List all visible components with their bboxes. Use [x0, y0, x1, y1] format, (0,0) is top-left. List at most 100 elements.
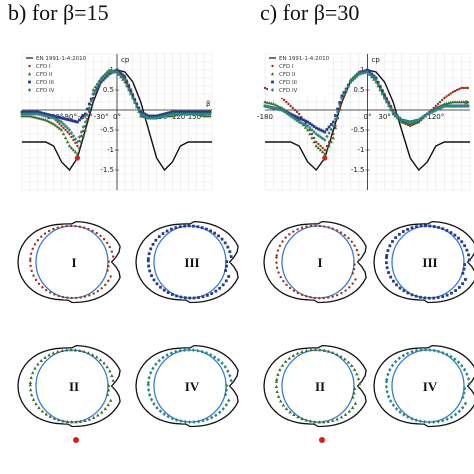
chartc-series-cfd2-point — [453, 100, 457, 104]
chartb-series-cfd3-point — [68, 118, 71, 122]
chartb-series-cfd2-point — [48, 120, 52, 124]
polar-5-cfd-point — [309, 224, 313, 228]
chartc-series-cfd4-point — [449, 104, 453, 108]
chartb-series-cfd3-point — [72, 119, 75, 123]
chartb-series-cfd3-point — [119, 72, 123, 76]
chartb-series-cfd4-point — [117, 72, 121, 76]
chartb-series-cfd4-point — [67, 128, 72, 132]
chartb-series-cfd4-point — [95, 85, 99, 89]
polar-2-cfd-point — [170, 293, 174, 296]
polar-7-en-outline — [263, 344, 367, 428]
chartb-y-tick-label: -1.5 — [100, 166, 114, 174]
polar-6-cfd-point — [397, 232, 401, 236]
polar-8-label: IV — [423, 379, 438, 394]
polar-8-cfd-point — [410, 416, 414, 421]
chartc-series-cfd2-point — [331, 136, 336, 140]
chartb-series-cfd3-point — [125, 81, 129, 84]
polar-6-cfd-point — [445, 229, 449, 232]
chartc-series-cfd3-point — [306, 120, 310, 124]
polar-5-cfd-point — [327, 226, 330, 229]
chartc-series-cfd4-point — [335, 110, 340, 114]
chartc-series-cfd1-point — [332, 132, 335, 136]
polar-4-cfd-point — [170, 416, 175, 421]
polar-3-cfd-point — [31, 371, 35, 375]
chartb-series-cfd4-point — [204, 112, 208, 116]
chartc-series-cfd1-point — [334, 124, 337, 128]
chartb-series-cfd2-point — [30, 114, 34, 118]
chartc-series-cfd2-point — [335, 116, 340, 120]
chartb-series-cfd1-point — [74, 141, 77, 145]
polar-2-cfd-point — [229, 255, 233, 258]
chartb-series-cfd4-point — [99, 78, 103, 82]
polar-1-cfd-point — [92, 292, 95, 295]
chartc-series-cfd2-point — [263, 100, 267, 104]
chartb-series-cfd4-point — [87, 106, 91, 110]
polar-6-cfd-point — [428, 224, 432, 228]
chartc-series-cfd3-point — [291, 113, 295, 117]
polar-2-cfd-point — [149, 247, 153, 251]
polar-5-cfd-point — [279, 275, 282, 279]
chartb-series-cfd3-point — [171, 110, 174, 114]
chartc-series-cfd1-point — [438, 100, 442, 104]
polar-5-cfd-point — [340, 291, 343, 295]
polar-2-cfd-point — [224, 279, 228, 283]
polar-4-cfd-point — [152, 402, 156, 406]
chartc-series-cfd4-point — [451, 104, 455, 108]
polar-7-cfd-point — [350, 405, 355, 409]
chartb-legend-entry: EN 1991-1-4:2010 — [36, 56, 87, 62]
chartb-series-cfd4-point — [127, 87, 131, 91]
polar-7-cfd-point — [300, 349, 304, 354]
chartb-series-cfd4-point — [26, 112, 30, 116]
chartb-series-cfd3-point — [153, 114, 157, 118]
polar-3-cfd-point — [31, 397, 36, 401]
polar-6-cfd-point — [385, 254, 389, 257]
chartc-series-cfd1-point — [321, 146, 324, 150]
chartb-series-cfd1-point — [72, 138, 75, 142]
chartc-series-cfd3-point — [331, 120, 335, 124]
chartc-series-cfd2-point — [333, 126, 338, 130]
polar-6-cfd-point — [410, 226, 414, 230]
polar-6-cfd-point — [419, 295, 422, 299]
polar-8-cfd-point — [393, 359, 398, 364]
chartc-series-cfd1-point — [455, 88, 459, 92]
chartc-series-cfd4-point — [323, 138, 327, 142]
polar-1-cfd-point — [79, 296, 82, 299]
polar-3-cfd-point — [73, 348, 78, 352]
chartb-series-cfd4-point — [162, 114, 167, 118]
polar-8-cfd-point — [402, 412, 406, 417]
chartc-series-cfd3-point — [312, 125, 316, 128]
polar-2-cfd-point — [147, 252, 151, 256]
polar-3-cfd-point — [56, 418, 61, 422]
chartb-series-cfd4-point — [172, 112, 177, 116]
chartb-series-cfd2-point — [49, 121, 54, 125]
chartc-series-cfd4-point — [378, 87, 383, 91]
polar-4-cfd-point — [223, 364, 227, 369]
chartc-series-cfd2-point — [267, 101, 271, 105]
chartc-series-cfd3-point — [308, 122, 312, 125]
polar-2-cfd-point — [225, 264, 228, 268]
chartc-series-cfd3-point — [334, 114, 337, 117]
polar-4-cfd-point — [196, 419, 201, 424]
polar-8-cfd-point — [466, 376, 471, 381]
polar-3-cfd-point — [106, 388, 111, 392]
chartc-series-cfd2-point — [316, 146, 321, 150]
polar-1-cfd-point — [107, 264, 110, 268]
polar-7-cfd-point — [313, 420, 317, 424]
polar-1-cfd-point — [109, 275, 112, 278]
chartc-series-cfd1-point — [329, 136, 333, 140]
polar-8-cfd-point — [423, 419, 427, 424]
chartc-series-cfd4-point — [333, 117, 338, 121]
polar-1-cfd-point — [107, 260, 110, 263]
chartb-series-cfd3-point — [38, 111, 42, 114]
polar-3-cfd-point — [44, 412, 48, 416]
polar-5-cfd-point — [323, 225, 326, 228]
chartb-series-cfd3-point — [147, 114, 151, 118]
polar-2-cfd-point — [192, 224, 195, 228]
chartc-series-cfd4-point — [284, 111, 289, 115]
chartb-series-cfd3-point — [70, 119, 73, 122]
polar-8-cfd-point — [462, 367, 467, 372]
polar-2-cfd-point — [165, 229, 169, 233]
chartb-series-cfd2-point — [44, 118, 48, 122]
chartb-y-tick-label: -0.5 — [100, 126, 114, 134]
chartc-series-cfd4-point — [346, 84, 350, 88]
